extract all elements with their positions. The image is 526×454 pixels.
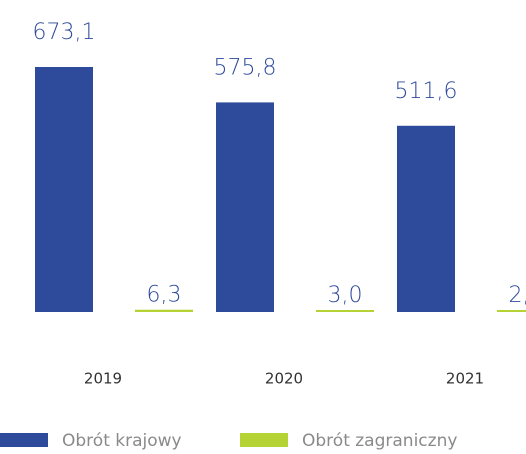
legend-swatch: [240, 433, 288, 447]
bar: [135, 309, 193, 312]
value-label: 575,8: [214, 55, 277, 80]
x-tick-label: 2019: [84, 370, 122, 388]
x-tick-label: 2020: [265, 370, 303, 388]
value-label: 2,3: [509, 283, 526, 308]
legend-label: Obrót krajowy: [62, 431, 182, 451]
bar: [397, 125, 455, 312]
x-tick-label: 2021: [446, 370, 484, 388]
legend-swatch: [0, 433, 48, 447]
bar: [316, 310, 374, 312]
value-label: 511,6: [395, 79, 458, 104]
bar: [35, 66, 93, 312]
bar: [497, 310, 526, 312]
bar: [216, 102, 274, 312]
value-label: 3,0: [328, 283, 363, 308]
value-label: 673,1: [33, 20, 96, 45]
legend-label: Obrót zagraniczny: [302, 431, 457, 451]
value-label: 6,3: [147, 283, 182, 308]
